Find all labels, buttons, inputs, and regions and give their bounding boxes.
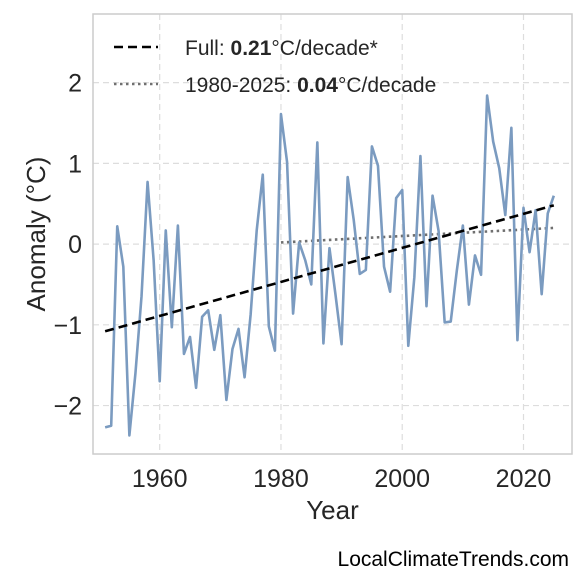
source-watermark: LocalClimateTrends.com: [337, 548, 569, 571]
anomaly-series-line: [104, 94, 556, 437]
legend: Full: 0.21°C/decade* 1980-2025: 0.04°C/d…: [114, 37, 436, 97]
x-tick-label: 2020: [496, 465, 552, 493]
y-tick-label: 0: [68, 231, 82, 259]
x-tick-label: 1980: [253, 465, 309, 493]
y-tick-label: 1: [68, 150, 82, 178]
legend-recent-trend-label: 1980-2025: 0.04°C/decade: [185, 74, 436, 97]
x-axis-label: Year: [306, 495, 359, 525]
y-tick-label: −2: [53, 393, 82, 421]
y-tick-label: 2: [68, 70, 82, 98]
full-trend-line: [104, 204, 555, 333]
x-tick-label: 1960: [132, 465, 188, 493]
x-tick-label: 2000: [374, 465, 430, 493]
tick-labels: 1960 1980 2000 2020 2 1 0 −1 −2: [53, 70, 551, 493]
y-axis-label: Anomaly (°C): [21, 157, 51, 312]
legend-full-trend-label: Full: 0.21°C/decade*: [185, 37, 378, 60]
plot-frame: [92, 13, 573, 455]
y-tick-label: −1: [53, 312, 82, 340]
series-layer: [104, 94, 556, 437]
